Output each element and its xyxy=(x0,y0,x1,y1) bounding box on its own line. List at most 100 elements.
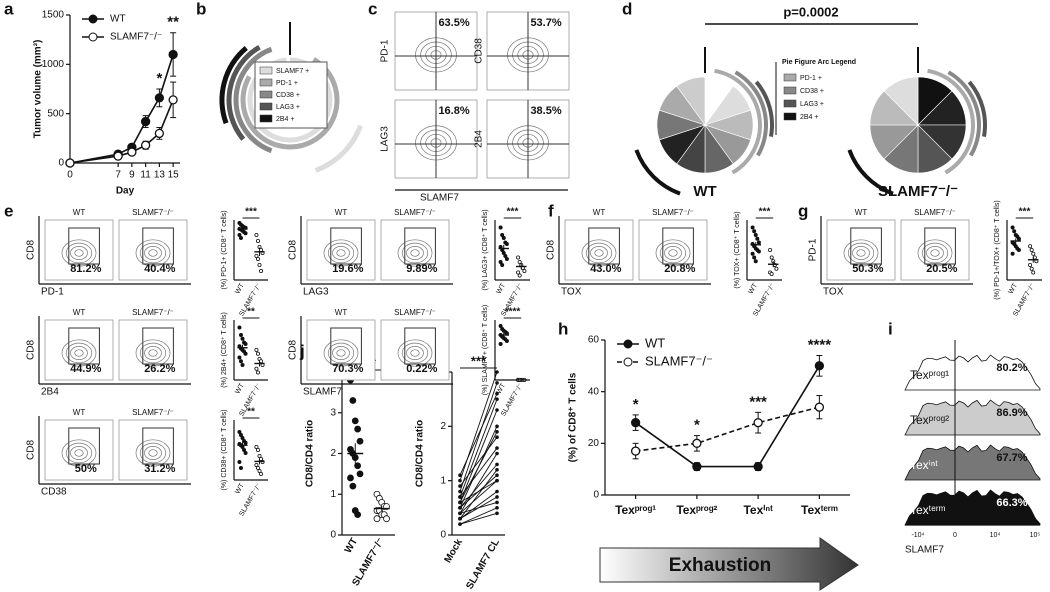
significance: *** xyxy=(749,393,767,410)
point xyxy=(501,235,506,240)
x-tick-label: Mock xyxy=(443,537,466,565)
contour xyxy=(70,246,88,260)
panel-letter: f xyxy=(548,201,554,220)
flow-header: WT xyxy=(73,208,86,217)
gate xyxy=(850,227,882,265)
contour xyxy=(336,249,346,257)
contour xyxy=(852,246,870,260)
ring-arc xyxy=(967,80,987,137)
contour xyxy=(856,249,866,257)
y-axis-label: (%) PD-1+/TOX+ (CD8⁺ T cells) xyxy=(994,200,1001,299)
flow-percent: 38.5% xyxy=(530,105,561,117)
y-axis-label: (%) of CD8⁺ T cells xyxy=(568,372,579,462)
point xyxy=(498,341,503,346)
x-tick-label: 0 xyxy=(67,170,73,181)
contour xyxy=(139,442,167,464)
contour xyxy=(401,342,429,364)
x-tick-label: 15 xyxy=(168,170,180,181)
marker xyxy=(692,438,702,448)
point xyxy=(458,516,462,521)
legend-marker xyxy=(88,14,98,24)
gate xyxy=(142,227,174,265)
flow-x-label: TOX xyxy=(561,287,582,298)
flow-y-label: CD8 xyxy=(288,340,299,360)
panel-letter: c xyxy=(368,0,377,18)
panel-letter: e xyxy=(4,201,13,220)
flow-y-label: PD-1 xyxy=(380,39,391,62)
gate xyxy=(68,227,100,265)
histogram xyxy=(904,399,1041,436)
x-tick-label: 11 xyxy=(140,170,151,181)
flow-percent: 43.0% xyxy=(590,263,621,275)
point xyxy=(755,236,760,241)
point xyxy=(495,462,499,467)
point xyxy=(495,397,499,401)
y-axis-label: (%) SLAMF7+ (CD8⁺ T cells) xyxy=(482,305,489,395)
flow-x-label: SLAMF7 xyxy=(303,387,342,398)
point xyxy=(458,506,462,510)
marker xyxy=(154,93,165,103)
point xyxy=(242,447,247,452)
contour xyxy=(144,346,162,360)
significance: **** xyxy=(808,336,832,353)
group-label: WT xyxy=(693,183,716,200)
pair-line xyxy=(459,409,498,503)
contour xyxy=(327,242,355,264)
y-axis-label: (%) LAG3+ (CD8⁺ T cells) xyxy=(482,209,489,290)
exhaustion-arrow xyxy=(599,537,859,591)
ring-arc xyxy=(226,45,261,141)
y-axis-label: CD8/CD4 ratio xyxy=(415,420,426,487)
contour xyxy=(410,249,420,257)
contour xyxy=(590,246,608,260)
flow-percent: 63.5% xyxy=(438,17,469,29)
point xyxy=(750,251,755,256)
y-tick-label: 40 xyxy=(588,386,600,397)
significance: ** xyxy=(247,307,255,318)
point xyxy=(254,232,259,237)
legend-label: SLAMF7 + xyxy=(276,68,309,75)
point xyxy=(498,323,503,328)
flow-header: WT xyxy=(593,208,606,217)
x-tick-label: Texᵖʳᵒᵍ² xyxy=(676,503,717,517)
flow-y-label: CD8 xyxy=(26,340,37,360)
x-axis-label: SLAMF7 xyxy=(905,545,944,556)
point xyxy=(516,270,521,275)
point xyxy=(255,238,260,243)
y-tick-label: 1 xyxy=(440,475,446,486)
ring-arc xyxy=(233,46,273,154)
flow-header: SLAMF7⁻/⁻ xyxy=(652,208,694,217)
point xyxy=(254,462,259,467)
series-line xyxy=(635,365,821,468)
point xyxy=(1028,262,1033,267)
point xyxy=(458,489,462,494)
point xyxy=(516,255,521,260)
ring-arc xyxy=(219,45,248,125)
point xyxy=(238,332,243,337)
point xyxy=(254,366,259,371)
marker xyxy=(692,461,702,472)
contour xyxy=(930,249,940,257)
point xyxy=(254,347,259,352)
pair-line xyxy=(459,474,498,509)
marker xyxy=(814,361,825,371)
flow-y-label: CD8 xyxy=(288,240,299,260)
point xyxy=(240,362,245,367)
contour xyxy=(148,449,158,457)
contour xyxy=(406,246,424,260)
series-line xyxy=(69,54,174,164)
legend-label: LAG3 + xyxy=(276,104,300,111)
point xyxy=(238,432,243,437)
point xyxy=(495,391,499,396)
histogram-percent: 66.3% xyxy=(996,497,1027,509)
point xyxy=(495,506,499,510)
point xyxy=(769,271,774,276)
x-tick-label: Texᵖʳᵒᵍ¹ xyxy=(615,503,656,517)
point xyxy=(500,262,505,267)
pair-line xyxy=(459,399,498,498)
marker xyxy=(753,461,763,472)
marker xyxy=(113,151,123,161)
point xyxy=(517,273,522,278)
contour xyxy=(65,242,93,264)
flow-percent: 20.8% xyxy=(664,263,695,275)
contour xyxy=(401,242,429,264)
